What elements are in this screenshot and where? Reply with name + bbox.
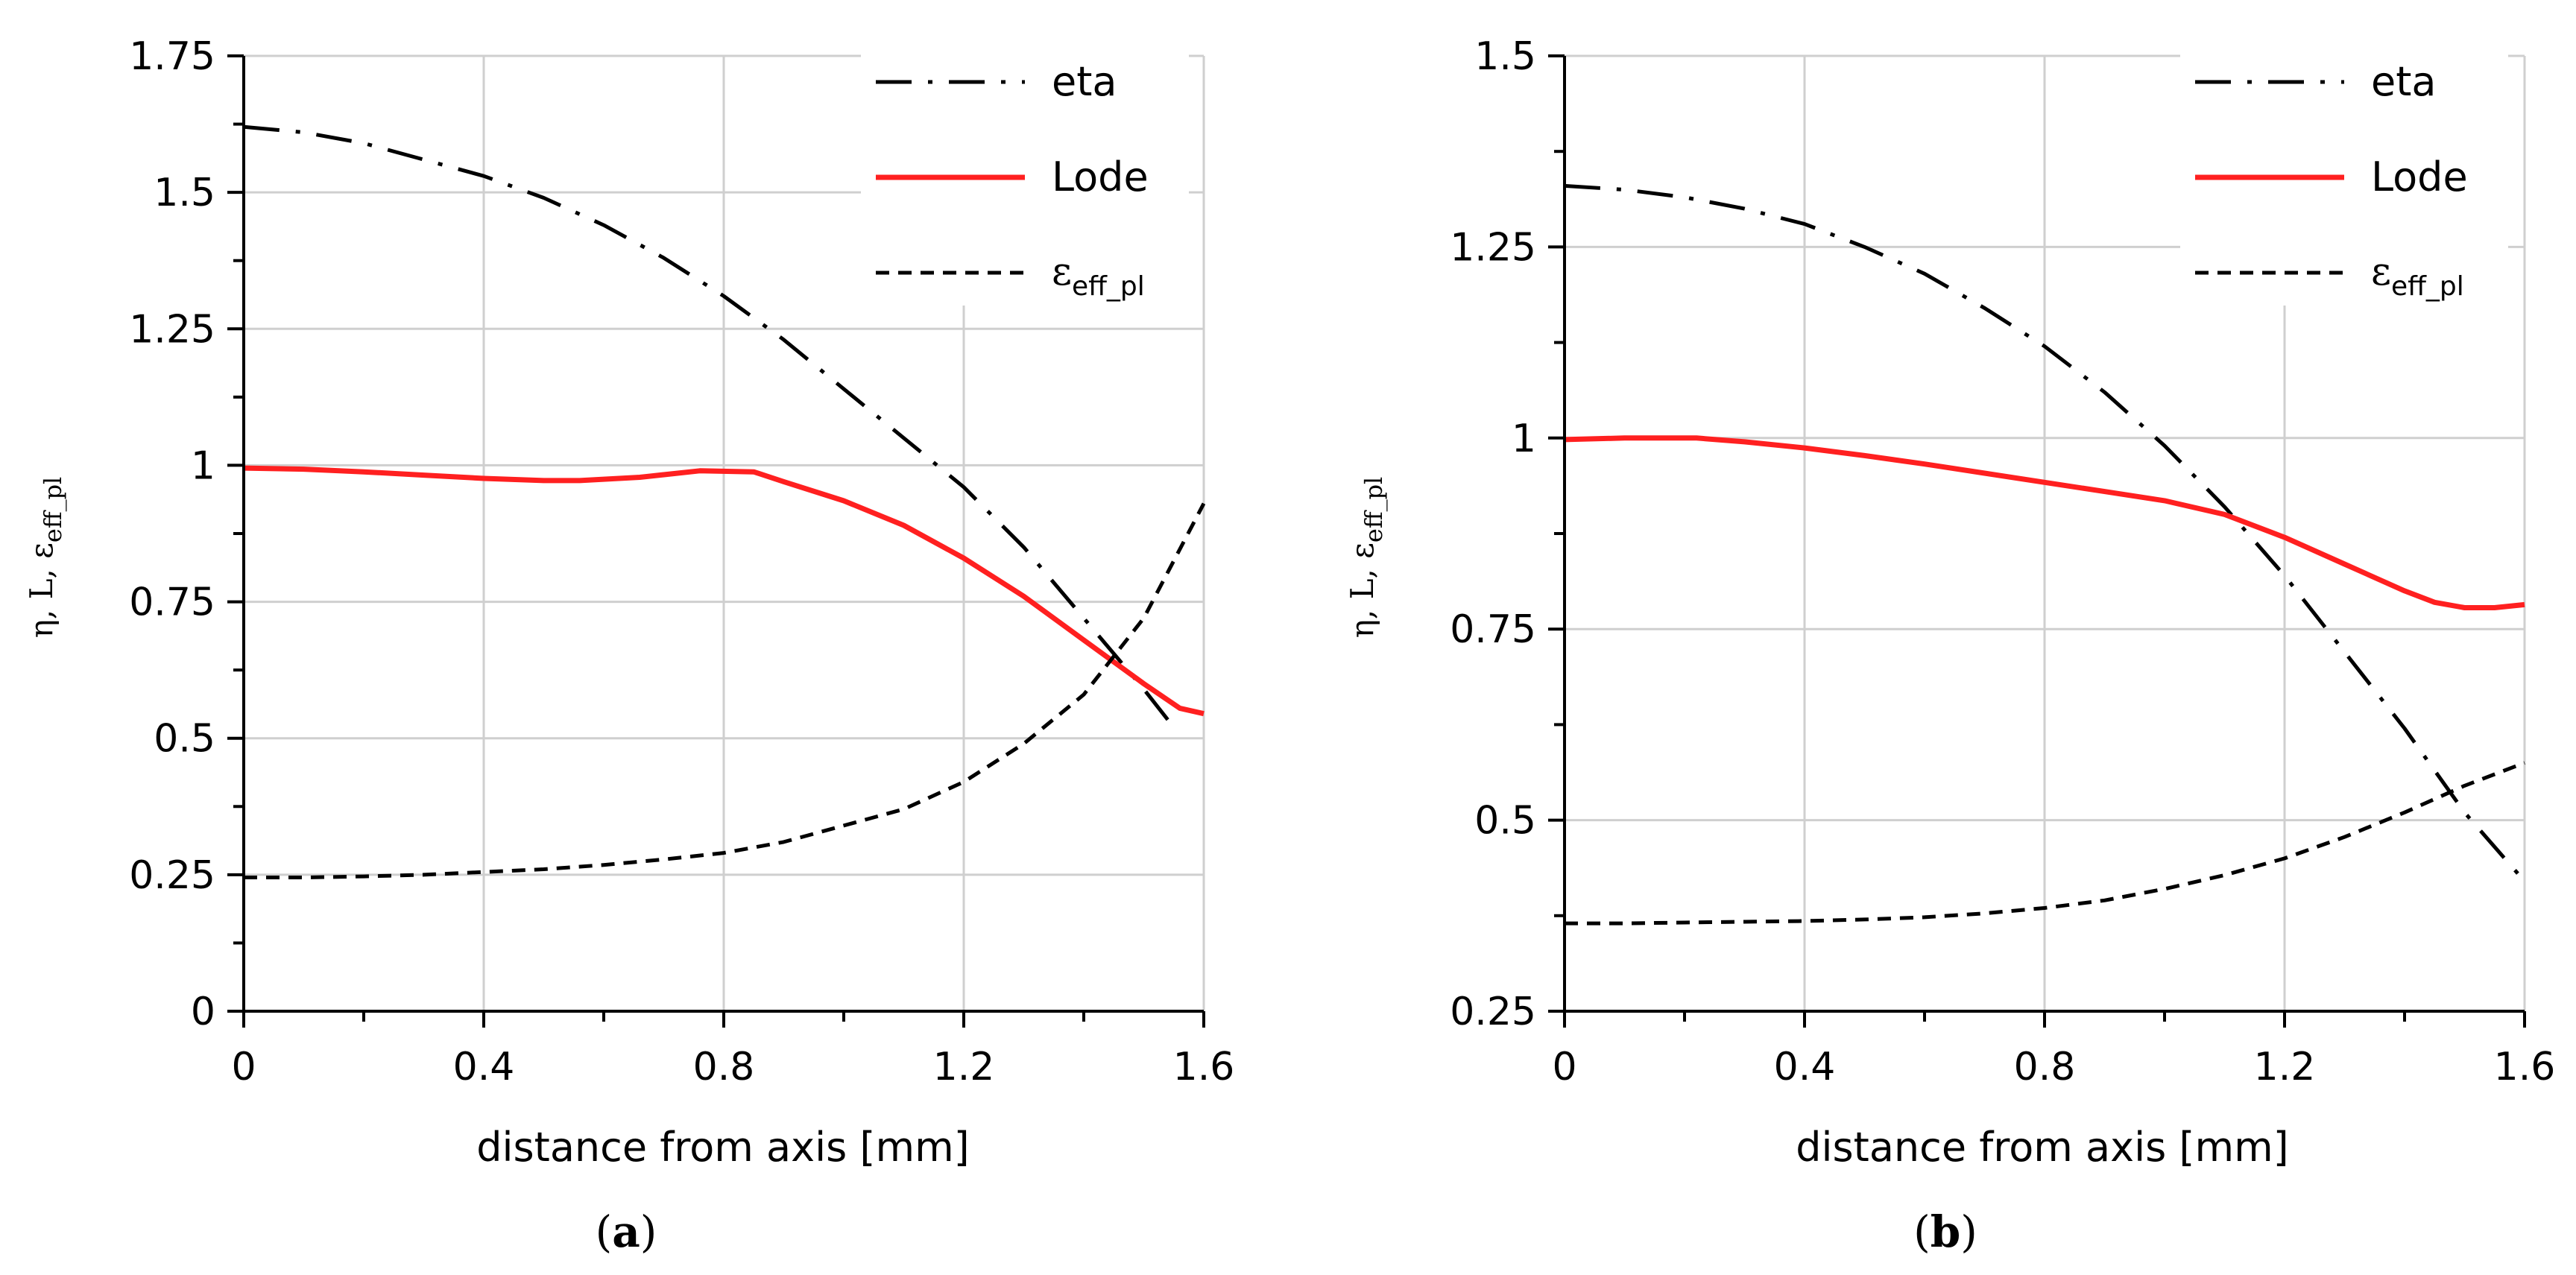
y-tick-label-a-6: 1.5 <box>154 171 215 215</box>
legend-b: eta Lode εeff_pl <box>2180 52 2508 306</box>
series-line-a-eps-eff-pl <box>244 502 1206 879</box>
legend-label-a-lode: Lode <box>1052 154 1149 200</box>
series-layer-b <box>1564 183 2526 926</box>
series-line-b-lode <box>1564 435 2525 610</box>
series-layer-a <box>243 124 1206 879</box>
y-tick-label-a-7: 1.75 <box>129 34 215 79</box>
x-axis-title-b: distance from axis [mm] <box>1796 1124 2289 1171</box>
x-axis-title-a: distance from axis [mm] <box>476 1124 970 1171</box>
x-tick-label-b-0: 0 <box>1552 1045 1576 1089</box>
x-tick-label-a-2: 0.8 <box>693 1045 755 1089</box>
x-tick-label-b-1: 0.4 <box>1774 1045 1836 1089</box>
series-line-b-eta <box>1564 183 2526 883</box>
y-tick-label-a-4: 1 <box>191 443 215 488</box>
y-axis-title-a: η, L, εeff_pl <box>23 477 67 639</box>
legend-label-b-eta: eta <box>2371 58 2437 105</box>
series-line-b-eps-eff-pl <box>1565 761 2525 926</box>
y-tick-label-b-1: 0.5 <box>1474 799 1536 844</box>
x-tick-label-a-4: 1.6 <box>1173 1045 1235 1089</box>
y-tick-label-b-2: 0.75 <box>1450 607 1536 652</box>
axes-a: 0 0.4 0.8 1.2 1.6 0 0.25 0.5 0.75 1 1.25 1.5 1.75 <box>129 34 1234 1089</box>
y-tick-label-b-5: 1.5 <box>1474 34 1536 79</box>
y-axis-title-b: η, L, εeff_pl <box>1344 477 1388 639</box>
y-tick-label-b-3: 1 <box>1512 417 1536 461</box>
series-line-a-lode <box>243 465 1205 717</box>
legend-label-b-eps: εeff_pl <box>2371 250 2464 302</box>
y-tick-label-a-0: 0 <box>191 990 215 1034</box>
y-tick-label-a-5: 1.25 <box>129 307 215 352</box>
y-tick-label-a-1: 0.25 <box>129 853 215 898</box>
x-tick-label-b-3: 1.2 <box>2254 1045 2316 1089</box>
legend-label-a-eps: εeff_pl <box>1052 250 1145 302</box>
x-tick-label-b-2: 0.8 <box>2014 1045 2076 1089</box>
x-tick-label-a-0: 0 <box>231 1045 256 1089</box>
axes-b: 0 0.4 0.8 1.2 1.6 0.25 0.5 0.75 1 1.25 1.5 <box>1450 34 2555 1089</box>
legend-label-a-eta: eta <box>1052 58 1117 105</box>
x-tick-label-a-3: 1.2 <box>933 1045 995 1089</box>
panel-caption-b: (b) <box>1913 1206 1977 1257</box>
y-tick-label-a-2: 0.5 <box>154 717 215 762</box>
x-tick-label-b-4: 1.6 <box>2494 1045 2556 1089</box>
x-tick-label-a-1: 0.4 <box>453 1045 515 1089</box>
y-tick-label-b-4: 1.25 <box>1450 225 1536 270</box>
chart-panel-a: 0 0.4 0.8 1.2 1.6 0 0.25 0.5 0.75 1 1.25 1.5 1.75 et… <box>23 34 1234 1257</box>
legend-a: eta Lode εeff_pl <box>861 52 1189 306</box>
y-tick-label-a-3: 0.75 <box>129 580 215 625</box>
series-line-a-eta <box>243 124 1175 729</box>
panel-caption-a: (a) <box>596 1206 657 1257</box>
legend-label-b-lode: Lode <box>2371 154 2468 200</box>
chart-panel-b: 0 0.4 0.8 1.2 1.6 0.25 0.5 0.75 1 1.25 1.5 eta Lode… <box>1344 34 2555 1257</box>
y-tick-label-b-0: 0.25 <box>1450 990 1536 1034</box>
